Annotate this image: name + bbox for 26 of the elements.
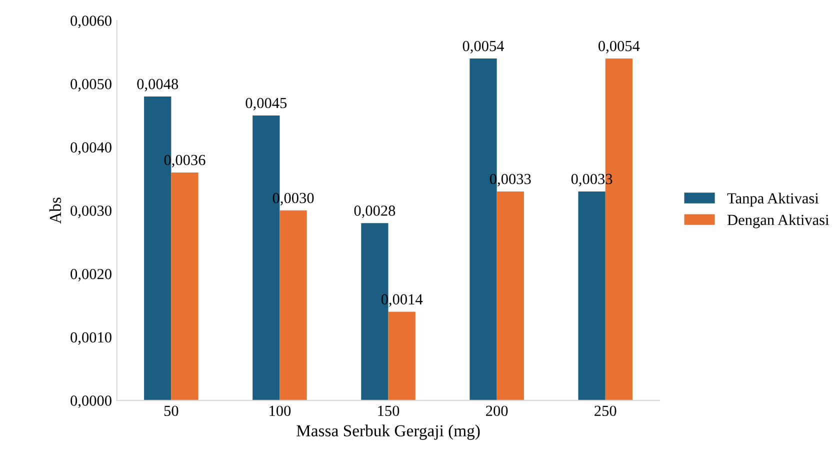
- bar: [171, 172, 198, 400]
- bar: [496, 191, 524, 400]
- legend-label: Tanpa Aktivasi: [727, 192, 819, 207]
- data-label: 0,0028: [354, 206, 396, 218]
- x-tick-label: 150: [378, 406, 400, 416]
- y-tick-label: 0,0030: [70, 206, 112, 218]
- bar: [578, 191, 606, 400]
- y-tick-label: 0,0060: [70, 16, 112, 28]
- y-tick-label: 0,0010: [70, 332, 112, 345]
- data-label: 0,0045: [246, 98, 287, 110]
- x-axis-title: Massa Serbuk Gergaji (mg): [296, 424, 480, 440]
- data-label: 0,0054: [598, 40, 640, 54]
- legend-label: Dengan Aktivasi: [727, 214, 830, 228]
- x-tick-label: 250: [594, 406, 616, 416]
- y-axis-title: Abs: [49, 198, 62, 224]
- x-tick-label: 100: [270, 406, 291, 416]
- y-tick-label: 0,0040: [70, 142, 112, 155]
- y-tick-label: 0,0050: [70, 78, 112, 92]
- data-label: 0,0048: [137, 78, 178, 92]
- y-tick-label: 0,0020: [70, 268, 112, 282]
- data-label: 0,0054: [462, 40, 504, 54]
- bar: [280, 210, 307, 400]
- y-tick-label: 0,0000: [70, 396, 112, 408]
- x-tick-label: 200: [486, 406, 508, 416]
- x-tick-label: 50: [164, 406, 178, 416]
- bar: [388, 312, 416, 400]
